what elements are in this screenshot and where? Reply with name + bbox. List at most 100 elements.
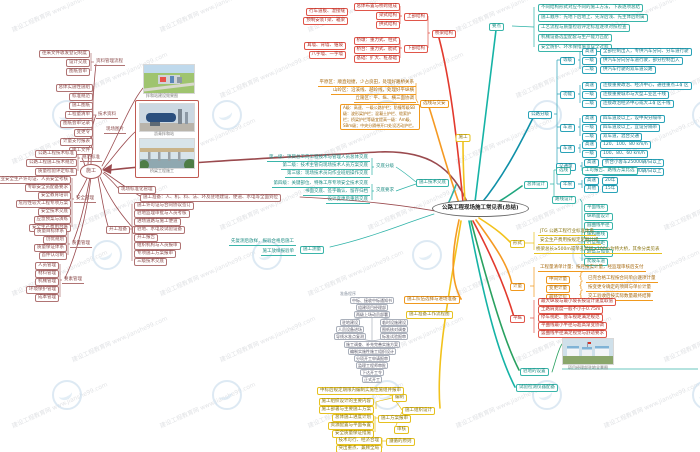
map-node[interactable]: 总体布置与桥跨组成 xyxy=(353,3,400,12)
map-node[interactable]: 现场标准化管理 xyxy=(118,186,156,195)
map-node[interactable]: 技术可行、经济合理 xyxy=(335,437,382,446)
map-node[interactable]: 连接重要城市与大型工业区干线 xyxy=(600,91,669,100)
map-node[interactable]: 一级 xyxy=(582,57,597,66)
map-node[interactable]: 工程量清单 xyxy=(64,111,93,120)
map-node[interactable]: 连接重要政治、经济中心，通往重点工矿区 xyxy=(600,82,692,91)
map-node[interactable]: 工可报告、路线方案比选 xyxy=(582,167,638,176)
map-node[interactable]: 已完合格工程按合同单价逐项计量 xyxy=(586,276,658,284)
map-node[interactable]: 危险性较大工程专项方案 xyxy=(15,200,71,209)
map-node[interactable]: 施工放样报验单 xyxy=(260,249,296,257)
map-node[interactable]: 第四级：关键部位、特殊工序专项安全技术交底 xyxy=(271,181,370,189)
map-node[interactable]: 竖曲线半径满足视觉与舒适要求 xyxy=(538,330,607,339)
elements-parent[interactable]: 要素管理 xyxy=(62,277,84,285)
map-node[interactable]: 公路工程技术标准 xyxy=(35,150,77,159)
map-node[interactable]: 桥墩：重力式、柱式 xyxy=(353,37,400,46)
map-node[interactable]: 书面交底、签字确认、留存归档 xyxy=(303,189,370,197)
map-node[interactable]: 设计交底 xyxy=(66,59,90,68)
map-node[interactable]: 耳墙、背墙、锥坡 xyxy=(304,42,346,51)
map-node[interactable]: 交底分级 xyxy=(376,164,394,169)
map-node[interactable]: 导线水准点复测 xyxy=(334,333,366,341)
map-node[interactable]: 第一级：项目总工向工程技术与管理人员总体交底 xyxy=(267,155,370,163)
map-node[interactable]: 供汽车分向分车道行驶，部分控制出入 xyxy=(600,57,683,66)
map-node[interactable]: 正式开工 xyxy=(362,376,382,384)
map-node[interactable]: 进场道路与施工便道 xyxy=(134,218,181,227)
map-node[interactable]: 质量检验评定标准 xyxy=(35,168,77,177)
map-node[interactable]: 第二级：技术主管向现场技术人员方案交底 xyxy=(280,163,370,171)
map-node[interactable]: 中间计量 xyxy=(546,276,570,285)
map-node[interactable]: 公路工程施工技术规范 xyxy=(26,159,77,168)
map-node[interactable]: 丘陵区：平、纵、横三面协调 xyxy=(353,96,416,104)
map-node[interactable]: 爬坡车道 xyxy=(584,258,608,267)
map-node[interactable]: 全部控制出入，专供汽车分向、分车道行驶 xyxy=(600,48,692,57)
map-node[interactable]: 四车道及以上，宜设分隔带 xyxy=(600,124,660,133)
map-node[interactable]: 交底要求 xyxy=(376,188,394,193)
map-node[interactable]: 梁式结构 xyxy=(376,12,400,21)
alignment-parent[interactable]: 路线设计 xyxy=(552,196,576,205)
map-node[interactable]: 山岭区：沿溪线、越岭线，处理好平纵横 xyxy=(331,88,416,96)
plan-approval[interactable]: 施工方案报审 xyxy=(378,415,411,424)
map-node[interactable]: 不同结构形式对应不同的施工方法，下表逐项总结 xyxy=(538,4,643,13)
map-node[interactable]: 资源配置与平面布置 xyxy=(327,422,374,431)
map-node[interactable]: 高速 xyxy=(582,48,597,57)
map-node[interactable]: 拱式结构 xyxy=(376,21,400,30)
map-node[interactable]: 驻地监理审批与人员考核 xyxy=(134,210,190,219)
map-node[interactable]: 高速 xyxy=(582,115,597,124)
map-node[interactable]: 最大纵坡与最小坡长按设计速度取值 xyxy=(538,298,616,307)
team-select[interactable]: 施工队伍选择与进场准备 xyxy=(404,296,460,305)
map-node[interactable]: 缓和曲线 xyxy=(584,231,608,240)
grade-parent[interactable]: 公路分级 xyxy=(528,111,552,120)
principles[interactable]: 遵循的原则 xyxy=(386,438,415,447)
map-node[interactable]: 变更计量 xyxy=(546,285,570,294)
map-node[interactable]: 二级 xyxy=(582,100,597,109)
compile[interactable]: 编制 xyxy=(392,394,407,403)
survey-parent[interactable]: 施工测量 xyxy=(300,246,324,255)
tech-doc-parent[interactable]: 技术资料 xyxy=(96,112,118,120)
map-node[interactable]: 功能 xyxy=(560,91,575,100)
map-node[interactable]: 年限 xyxy=(560,181,575,190)
map-node[interactable]: 四车道及以上，设中央分隔带 xyxy=(600,115,665,124)
substructure[interactable]: 下部结构 xyxy=(404,45,428,54)
construction-tag[interactable]: 施工 xyxy=(455,134,471,143)
map-node[interactable]: 成本管理 xyxy=(35,294,59,303)
map-node[interactable]: 驻地、水电及试验设备 xyxy=(134,226,185,235)
map-node[interactable]: 突出重点、兼顾全局 xyxy=(335,445,382,452)
map-node[interactable]: 开工报告 xyxy=(134,234,158,243)
lab-equipment[interactable]: 试验检测仪器配备 xyxy=(516,384,558,393)
map-node[interactable]: 组织机构与人员报审 xyxy=(134,242,181,251)
map-node[interactable]: 安全技术交底 xyxy=(38,208,71,217)
map-node[interactable]: 专项施工方案报审 xyxy=(134,250,176,259)
map-node[interactable]: 施工图纸 xyxy=(69,102,93,111)
map-node[interactable]: 施工许可证与合同协议签订 xyxy=(134,202,194,211)
map-node[interactable]: 三级技术交底 xyxy=(134,258,167,267)
map-node[interactable]: 第三级：现场技术员向作业班组操作交底 xyxy=(285,171,370,179)
quality-parent[interactable]: 质量管理 xyxy=(70,241,92,249)
design-parent[interactable]: 总体设计 xyxy=(524,181,548,190)
map-node[interactable]: 施工顺序：先地下后地上、先深后浅、先主体后附属 xyxy=(538,14,648,23)
map-node[interactable]: 按变更令确定的项目与单价计量 xyxy=(586,285,653,293)
map-node[interactable]: 停车视距、会车视距满足规范 xyxy=(538,314,603,323)
map-node[interactable]: 专职安全员配备要求 xyxy=(24,184,71,193)
map-node[interactable]: 首件认可制 xyxy=(38,252,67,261)
org-design-parent[interactable]: 施工组织设计 xyxy=(402,407,435,416)
geometry-parent[interactable]: 平纵 xyxy=(510,315,525,324)
map-node[interactable]: 双车道，混合交通 xyxy=(600,133,642,142)
map-node[interactable]: 先复测后放样，报验合格后施工 xyxy=(229,239,296,247)
map-node[interactable]: 工程量清单计量：按月按实计量，经监理审核后支付 xyxy=(538,265,646,273)
map-node[interactable]: 机械管理 xyxy=(35,278,59,287)
map-node[interactable]: 一级 xyxy=(582,150,597,159)
map-node[interactable]: 施工组织设计的主要内容 xyxy=(318,398,374,407)
map-node[interactable]: 企业安全生产许可证、人员安全考核 xyxy=(0,176,71,185)
map-node[interactable]: 总体施工进度计划 xyxy=(332,414,374,423)
map-node[interactable]: 高速 xyxy=(584,159,599,168)
map-node[interactable]: 高速 xyxy=(584,177,599,186)
map-node[interactable]: 标准规范 xyxy=(69,93,93,102)
doc-flow-parent[interactable]: 资料管理流程 xyxy=(94,59,125,67)
map-node[interactable]: 交工验收后按实际数量最终结算 xyxy=(586,294,653,302)
map-node[interactable]: 平面线形 xyxy=(584,204,608,213)
superstructure[interactable]: 上部结构 xyxy=(404,13,428,22)
safety-parent[interactable]: 安全管理 xyxy=(74,196,96,204)
map-node[interactable]: 高速 xyxy=(582,141,597,150)
map-node[interactable]: 连接政治经济中心或大工矿区干线 xyxy=(600,100,674,109)
map-node[interactable]: 平原区：顺直短捷，少占良田，处理好路桥关系 xyxy=(317,80,416,88)
map-node[interactable]: 车速 xyxy=(560,145,575,154)
